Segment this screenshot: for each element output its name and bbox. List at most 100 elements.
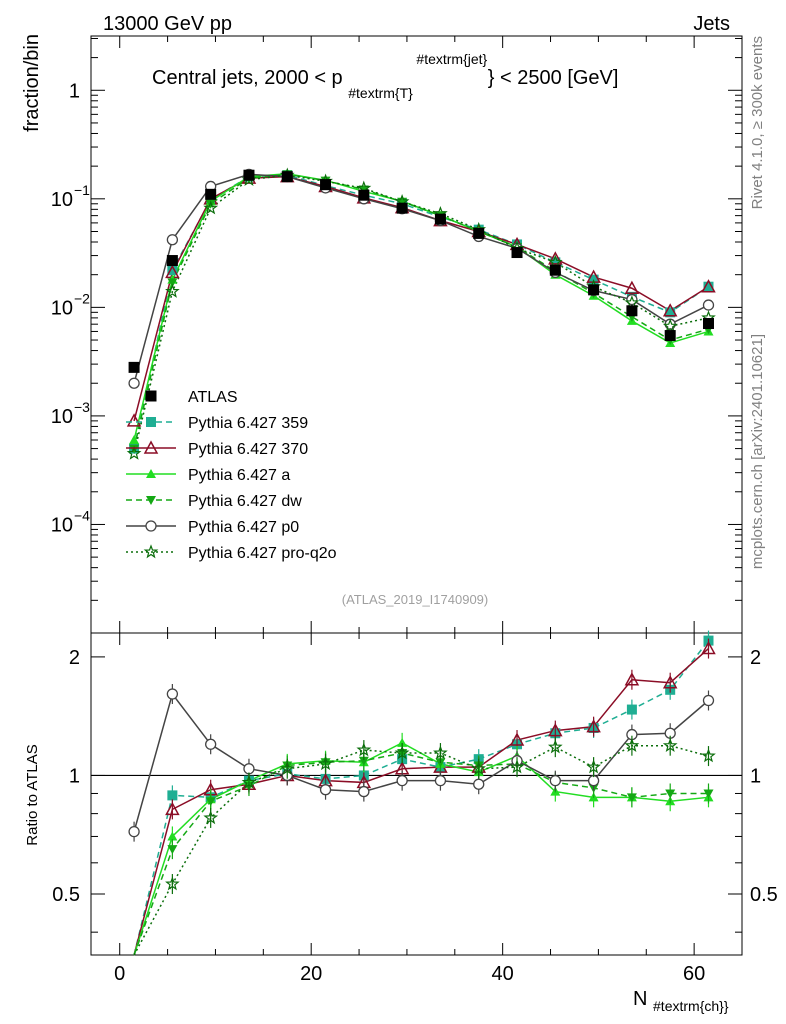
series-point: [165, 283, 180, 298]
ratio-tick-label: 0.5: [52, 884, 80, 906]
atlas-data-point: [664, 330, 676, 342]
y-tick-label: 1: [69, 80, 80, 102]
rivet-label: Rivet 4.1.0, ≥ 300k events: [749, 36, 766, 209]
series-point: [662, 303, 678, 317]
plot-title-tail: } < 2500 [GeV]: [488, 67, 619, 89]
ratio-point: [471, 760, 487, 776]
atlas-data-point: [166, 255, 178, 267]
ratio-point: [662, 675, 678, 689]
x-axis-title-main: N: [633, 988, 647, 1010]
series-point: [550, 257, 561, 268]
plot-title-sup: #textrm{jet}: [416, 51, 487, 67]
legend: ATLAS Pythia 6.427 359 Pythia 6.427 370 Pyt…: [126, 389, 337, 562]
ratio-axis-title: Ratio to ATLAS: [24, 744, 41, 845]
series-point: [167, 278, 178, 288]
y-tick-exponent: −4: [74, 507, 90, 523]
legend-marker: [146, 469, 156, 478]
legend-label: Pythia 6.427 p0: [188, 519, 299, 536]
x-tick-label: 20: [300, 963, 322, 985]
ratio-point: [396, 775, 408, 787]
series-point: [701, 279, 716, 293]
series-point: [167, 265, 178, 276]
ratio-point: [167, 790, 178, 801]
ratio-point: [433, 745, 448, 760]
ratio-point: [665, 789, 676, 799]
series-point: [128, 377, 140, 389]
series-line-main: [133, 174, 709, 449]
series-point: [665, 307, 676, 318]
ratio-point: [166, 688, 179, 700]
legend-marker: [143, 440, 159, 454]
x-axis-title: N #textrm{ch}}: [633, 988, 729, 1014]
ratio-point: [626, 704, 637, 715]
ratio-tick-label-right: 0.5: [750, 884, 778, 906]
legend-label: Pythia 6.427 pro-q2o: [188, 545, 337, 562]
atlas-data-point: [320, 179, 332, 191]
series-line-ratio: [133, 692, 709, 832]
ratio-point: [662, 737, 678, 753]
ratio-point: [624, 672, 640, 686]
header-right: Jets: [693, 13, 730, 35]
ratio-point: [318, 756, 333, 771]
y-tick-label: 10: [51, 406, 73, 428]
series-point: [662, 318, 678, 333]
y-tick-exponent: −2: [74, 290, 90, 306]
ratio-point: [701, 748, 716, 763]
analysis-id: (ATLAS_2019_I1740909): [342, 592, 488, 607]
ratio-point: [167, 845, 178, 855]
series-line-ratio: [133, 752, 709, 956]
ratio-point: [358, 785, 370, 798]
ratio-point: [165, 801, 180, 816]
ratio-point: [394, 745, 410, 760]
atlas-data-point: [281, 171, 293, 183]
series-line-ratio: [133, 640, 710, 956]
ratio-point: [279, 760, 295, 776]
y-tick-exponent: −1: [74, 182, 90, 198]
ratio-tick-label-right: 2: [750, 647, 761, 669]
header-left: 13000 GeV pp: [103, 13, 232, 35]
ratio-point: [434, 775, 447, 787]
atlas-data-point: [434, 213, 446, 225]
ratio-point: [165, 876, 180, 891]
legend-marker: [145, 520, 157, 532]
series-point: [203, 200, 219, 215]
legend-marker: [143, 544, 159, 559]
ratio-frame: [90, 632, 743, 956]
series-line-main: [133, 173, 709, 449]
legend-label: Pythia 6.427 359: [188, 415, 308, 432]
ratio-point: [586, 759, 601, 774]
ratio-point: [397, 737, 408, 747]
series-markers: [126, 167, 716, 895]
y-tick-label: 10: [51, 514, 73, 536]
main-frame: [90, 35, 743, 634]
x-tick-label: 60: [683, 963, 705, 985]
plot-title-main: Central jets, 2000 < p: [152, 67, 343, 89]
series-point: [626, 293, 638, 306]
series-point: [126, 445, 142, 460]
ratio-point: [167, 831, 178, 841]
ratio-point: [509, 759, 525, 774]
atlas-data-point: [358, 189, 370, 201]
legend-label: Pythia 6.427 370: [188, 441, 308, 458]
series-lines: [133, 173, 710, 956]
legend-label: Pythia 6.427 a: [188, 467, 290, 484]
y-tick-exponent: −3: [74, 399, 90, 415]
legend-marker-atlas: [145, 390, 157, 402]
ratio-point: [243, 763, 255, 775]
x-tick-label: 40: [492, 963, 514, 985]
ratio-tick-label-right: 1: [750, 765, 761, 787]
x-axis-title-sub: #textrm{ch}}: [653, 998, 729, 1014]
mcplots-label: mcplots.cern.ch [arXiv:2401.10621]: [749, 334, 766, 569]
atlas-data-point: [511, 247, 523, 259]
ratio-point: [626, 793, 637, 803]
ratio-point: [702, 694, 715, 707]
ratio-point: [703, 789, 714, 799]
series-line-ratio: [133, 647, 709, 956]
ratio-point: [205, 738, 217, 750]
series-point: [703, 281, 714, 292]
series-line-ratio: [133, 742, 709, 956]
ratio-point: [241, 774, 257, 789]
ratio-tick-label: 2: [69, 647, 80, 669]
